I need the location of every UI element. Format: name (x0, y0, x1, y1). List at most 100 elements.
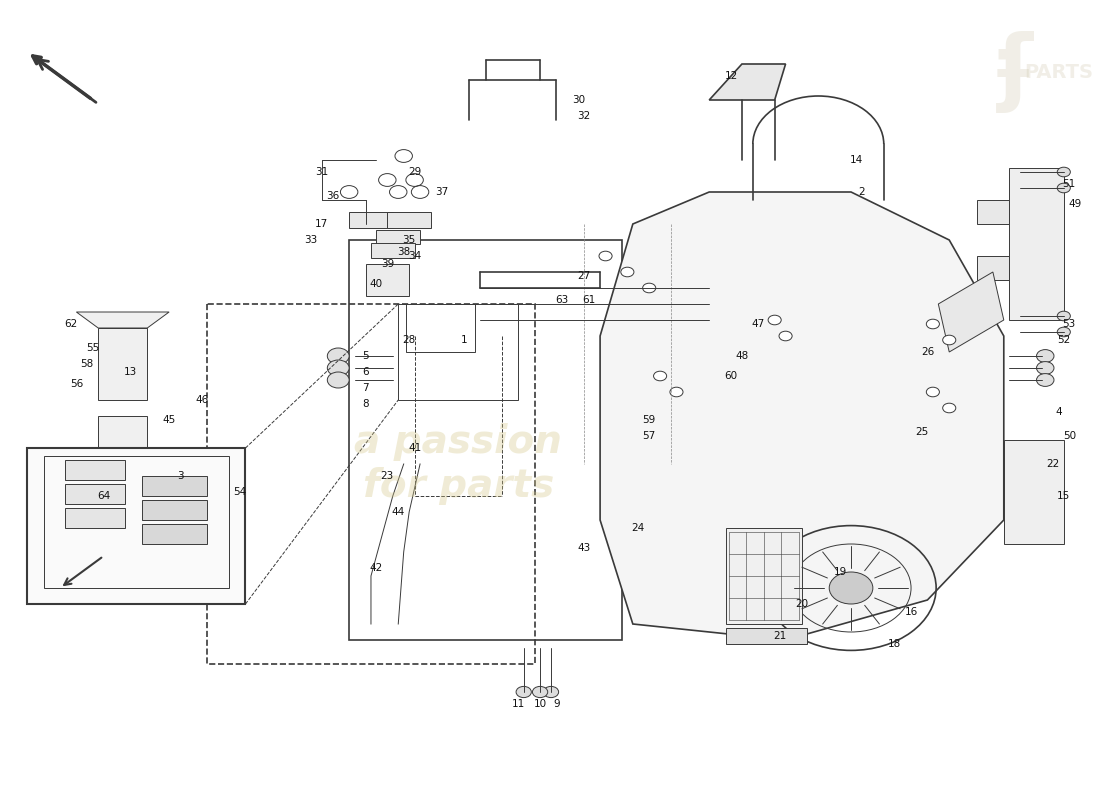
Circle shape (1036, 350, 1054, 362)
Circle shape (328, 372, 349, 388)
Text: 17: 17 (316, 219, 329, 229)
Text: 21: 21 (773, 631, 786, 641)
Circle shape (328, 348, 349, 364)
Polygon shape (98, 328, 147, 400)
Text: 45: 45 (163, 415, 176, 425)
Text: 14: 14 (850, 155, 864, 165)
Text: 39: 39 (381, 259, 394, 269)
Circle shape (768, 315, 781, 325)
Text: 31: 31 (316, 167, 329, 177)
Polygon shape (28, 448, 245, 604)
Text: 40: 40 (370, 279, 383, 289)
Circle shape (328, 360, 349, 376)
Text: 56: 56 (69, 379, 82, 389)
Polygon shape (98, 416, 147, 472)
Text: ʄ: ʄ (997, 31, 1033, 113)
Text: 3: 3 (177, 471, 184, 481)
Circle shape (516, 686, 531, 698)
Text: 44: 44 (392, 507, 405, 517)
Text: 28: 28 (403, 335, 416, 345)
Text: 4: 4 (1055, 407, 1061, 417)
Text: 15: 15 (1057, 491, 1070, 501)
Text: 59: 59 (642, 415, 656, 425)
Polygon shape (371, 243, 415, 258)
Text: 16: 16 (904, 607, 917, 617)
Polygon shape (376, 230, 420, 244)
Text: 38: 38 (397, 247, 410, 257)
Text: 22: 22 (1046, 459, 1059, 469)
Polygon shape (349, 212, 393, 228)
Text: 26: 26 (921, 347, 934, 357)
Polygon shape (977, 256, 1009, 280)
Text: 1: 1 (461, 335, 468, 345)
Text: PARTS: PARTS (1024, 62, 1092, 82)
Text: 30: 30 (572, 95, 585, 105)
Text: 52: 52 (1057, 335, 1070, 345)
Text: 36: 36 (327, 191, 340, 201)
Text: 35: 35 (403, 235, 416, 245)
Polygon shape (142, 476, 207, 496)
Text: 29: 29 (408, 167, 421, 177)
Text: 10: 10 (534, 699, 547, 709)
Text: 64: 64 (97, 491, 110, 501)
Text: 8: 8 (362, 399, 369, 409)
Text: 49: 49 (1068, 199, 1081, 209)
Text: 23: 23 (381, 471, 394, 481)
Polygon shape (726, 628, 807, 644)
Circle shape (1057, 167, 1070, 177)
Text: 47: 47 (751, 319, 764, 329)
Circle shape (926, 387, 939, 397)
Circle shape (779, 331, 792, 341)
Text: 37: 37 (436, 187, 449, 197)
Text: 51: 51 (1063, 179, 1076, 189)
Text: 19: 19 (834, 567, 847, 577)
Polygon shape (142, 524, 207, 544)
Text: 60: 60 (725, 371, 738, 381)
Text: 46: 46 (195, 395, 209, 405)
Circle shape (1036, 362, 1054, 374)
Circle shape (543, 686, 559, 698)
Text: 9: 9 (553, 699, 560, 709)
Text: 57: 57 (642, 431, 656, 441)
Circle shape (1036, 374, 1054, 386)
Circle shape (620, 267, 634, 277)
Text: 11: 11 (512, 699, 525, 709)
Circle shape (653, 371, 667, 381)
Text: 61: 61 (583, 295, 596, 305)
Text: 5: 5 (362, 351, 369, 361)
Circle shape (670, 387, 683, 397)
Text: 54: 54 (233, 487, 246, 497)
Polygon shape (142, 500, 207, 520)
Text: 53: 53 (1063, 319, 1076, 329)
Polygon shape (365, 264, 409, 296)
Polygon shape (601, 192, 1004, 640)
Text: 63: 63 (556, 295, 569, 305)
Text: 48: 48 (735, 351, 749, 361)
Circle shape (1057, 183, 1070, 193)
Text: 18: 18 (888, 639, 901, 649)
Circle shape (532, 686, 548, 698)
Circle shape (943, 335, 956, 345)
Text: 32: 32 (578, 111, 591, 121)
Circle shape (829, 572, 873, 604)
Polygon shape (66, 460, 125, 480)
Circle shape (1057, 327, 1070, 337)
Text: 41: 41 (408, 443, 421, 453)
Circle shape (600, 251, 612, 261)
Polygon shape (1009, 168, 1064, 320)
Text: 6: 6 (362, 367, 369, 377)
Polygon shape (66, 508, 125, 528)
Polygon shape (76, 312, 169, 328)
Circle shape (642, 283, 656, 293)
Text: 34: 34 (408, 251, 421, 261)
Circle shape (1057, 311, 1070, 321)
Text: 2: 2 (859, 187, 866, 197)
Text: 12: 12 (725, 71, 738, 81)
Text: 50: 50 (1063, 431, 1076, 441)
Text: 62: 62 (64, 319, 77, 329)
Polygon shape (1004, 440, 1064, 544)
Circle shape (926, 319, 939, 329)
Polygon shape (726, 528, 802, 624)
Polygon shape (710, 64, 785, 100)
Text: 20: 20 (795, 599, 808, 609)
